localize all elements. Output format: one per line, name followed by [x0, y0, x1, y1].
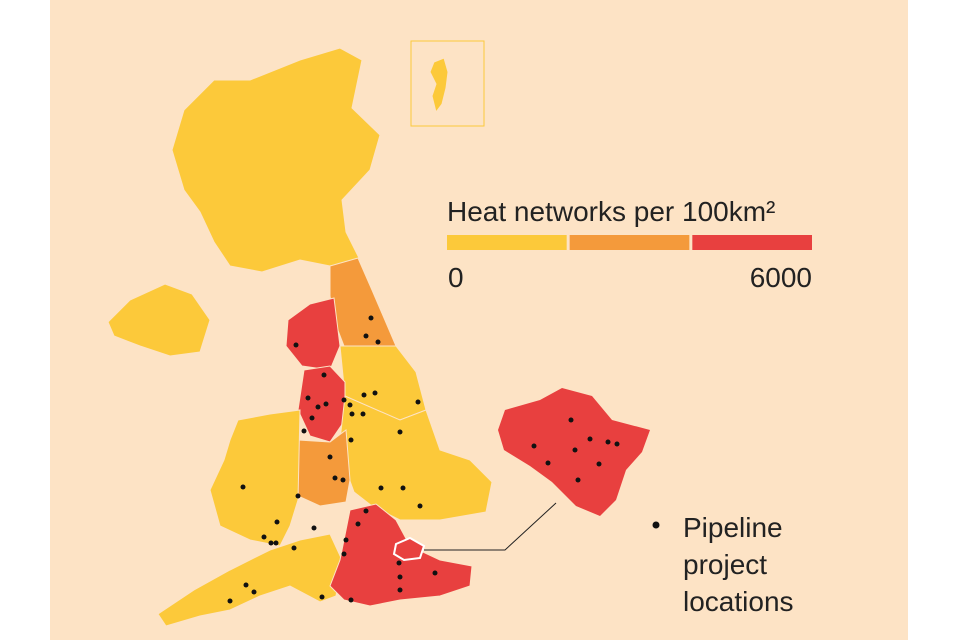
point [575, 477, 581, 483]
london [392, 536, 426, 562]
south-west [157, 533, 343, 627]
west-midlands [291, 429, 351, 507]
inset-pointer [424, 502, 557, 551]
point [531, 443, 537, 449]
point [349, 411, 355, 417]
point [305, 395, 311, 401]
legend-bar [569, 235, 690, 250]
point [301, 428, 307, 434]
point [614, 441, 620, 447]
point [343, 537, 349, 543]
point [341, 397, 347, 403]
inset-box [410, 40, 485, 127]
point [291, 545, 297, 551]
point [274, 519, 280, 525]
point [355, 521, 361, 527]
point [361, 392, 367, 398]
point [240, 484, 246, 490]
legend-point [652, 521, 660, 529]
legend-max: 6000 [750, 262, 812, 293]
points-legend-line: project [683, 549, 767, 580]
point [568, 417, 574, 423]
point [432, 570, 438, 576]
point [368, 315, 374, 321]
point [348, 597, 354, 603]
point [378, 485, 384, 491]
point [396, 560, 402, 566]
point [340, 477, 346, 483]
legend-min: 0 [448, 262, 464, 293]
legend-bars [447, 235, 812, 250]
point [417, 503, 423, 509]
point [347, 402, 353, 408]
point [375, 339, 381, 345]
point [596, 461, 602, 467]
points-legend-label: Pipeline project locations [683, 512, 794, 617]
point [243, 582, 249, 588]
legend-title: Heat networks per 100km² [447, 196, 775, 227]
point [293, 342, 299, 348]
point [315, 404, 321, 410]
point [251, 589, 257, 595]
pipeline-points [227, 315, 620, 604]
point [372, 390, 378, 396]
shetland [429, 57, 449, 114]
point [295, 493, 301, 499]
northern-ireland [107, 283, 211, 357]
point [363, 508, 369, 514]
point [311, 525, 317, 531]
point [397, 429, 403, 435]
legend-bar [447, 235, 567, 250]
legend-bar [692, 235, 812, 250]
point [309, 415, 315, 421]
point [360, 411, 366, 417]
point [327, 454, 333, 460]
point [545, 460, 551, 466]
point [397, 587, 403, 593]
point [323, 401, 329, 407]
point [321, 372, 327, 378]
point [400, 485, 406, 491]
point [363, 333, 369, 339]
point [273, 540, 279, 546]
points-legend-line: locations [683, 586, 794, 617]
point [572, 447, 578, 453]
point [348, 437, 354, 443]
regions [107, 40, 650, 627]
point [332, 475, 338, 481]
point [397, 574, 403, 580]
point [415, 399, 421, 405]
wales [209, 409, 301, 547]
point [587, 436, 593, 442]
point [319, 594, 325, 600]
point [261, 534, 267, 540]
north-west [285, 297, 341, 371]
points-legend-line: Pipeline [683, 512, 783, 543]
point [268, 540, 274, 546]
point [341, 551, 347, 557]
point [227, 598, 233, 604]
point [605, 439, 611, 445]
